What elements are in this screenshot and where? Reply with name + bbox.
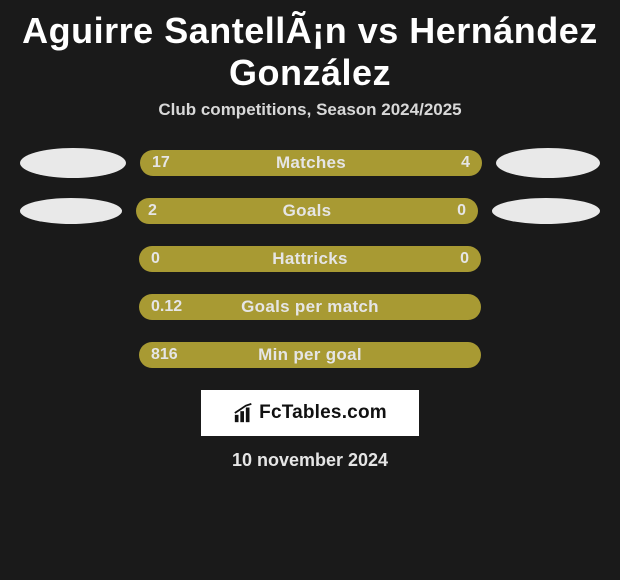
player-marker-left [20,198,122,224]
stat-bar-left [139,294,481,320]
comparison-subtitle: Club competitions, Season 2024/2025 [0,100,620,120]
stat-row: Matches174 [0,150,620,176]
stat-bar-left [139,342,481,368]
stat-row: Min per goal816 [0,342,620,368]
stat-bar: Matches174 [140,150,482,176]
stat-rows: Matches174 Goals20 Hattricks00 Goals per ma… [0,150,620,368]
date-text: 10 november 2024 [0,450,620,471]
chart-icon [233,402,255,424]
stat-bar-right [407,150,482,176]
logo-text: FcTables.com [259,402,387,424]
stat-row: Hattricks00 [0,246,620,272]
stat-row: Goals per match0.12 [0,294,620,320]
stat-bar-left [136,198,478,224]
stat-bar: Goals20 [136,198,478,224]
player-marker-right [496,148,600,178]
stat-row: Goals20 [0,198,620,224]
logo-box: FcTables.com [201,390,419,436]
stat-bar-left [139,246,481,272]
player-marker-right [492,198,600,224]
player-marker-left [20,148,126,178]
stat-bar: Goals per match0.12 [139,294,481,320]
stat-bar: Hattricks00 [139,246,481,272]
comparison-title: Aguirre SantellÃ¡n vs Hernández González [0,0,620,100]
stat-bar: Min per goal816 [139,342,481,368]
stat-bar-left [140,150,407,176]
